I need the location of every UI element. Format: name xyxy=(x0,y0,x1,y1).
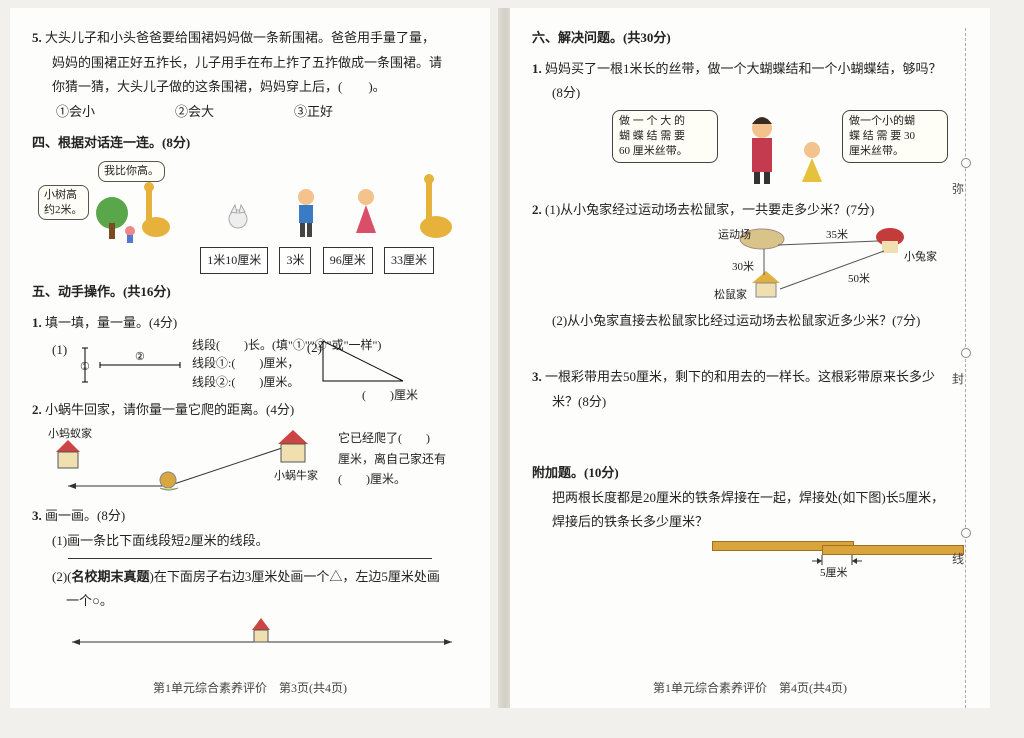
binding-c2: 封 xyxy=(952,368,964,391)
lbl-squirrel: 松鼠家 xyxy=(714,285,747,306)
binding-dot-icon xyxy=(961,348,971,358)
d35: 35米 xyxy=(826,225,848,246)
s5-q2: 2. 小蜗牛回家，请你量一量它爬的距离。(4分) 小蚂蚁家 小蜗牛家 xyxy=(32,398,468,499)
footer-right: 第1单元综合素养评价 第4页(共4页) xyxy=(510,677,990,700)
s6q3-num: 3. xyxy=(532,369,542,384)
q5-c1: ①会小 xyxy=(56,100,95,125)
binding-edge: 弥 封 线 xyxy=(965,28,982,708)
page-right: 六、解决问题。(共30分) 1. 妈妈买了一根1米长的丝带，做一个大蝴蝶结和一个… xyxy=(510,8,990,708)
svg-text:②: ② xyxy=(135,351,145,363)
snail-home-label: 小蜗牛家 xyxy=(274,466,318,487)
q5-num: 5. xyxy=(32,30,42,45)
lbl-rabbit: 小兔家 xyxy=(904,247,937,268)
binding-dot-icon xyxy=(961,528,971,538)
s6q3-t: 一根彩带用去50厘米，剩下的和用去的一样长。这根彩带原来长多少 xyxy=(545,369,935,384)
q5-l1: 大头儿子和小头爸爸要给围裙妈妈做一条新围裙。爸爸用手量了量， xyxy=(45,30,435,45)
s6-q2: 2. (1)从小兔家经过运动场去松鼠家，一共要走多少米？(7分) 运动场 小兔家… xyxy=(532,198,968,333)
binding-c1: 弥 xyxy=(952,178,964,201)
s4-boxes: 1米10厘米 3米 96厘米 33厘米 xyxy=(32,247,468,274)
s6q3-t2: 米？(8分) xyxy=(532,390,968,415)
q5-l3: 你猜一猜，大头儿子做的这条围裙，妈妈穿上后，( )。 xyxy=(32,75,468,100)
s6q2-p1: (1)从小兔家经过运动场去松鼠家，一共要走多少米？(7分) xyxy=(545,202,874,217)
s6q2-p2: (2)从小兔家直接去松鼠家比经过运动场去松鼠家近多少米？(7分) xyxy=(532,309,968,334)
q5: 5. 大头儿子和小头爸爸要给围裙妈妈做一条新围裙。爸爸用手量了量， 妈妈的围裙正… xyxy=(32,26,468,125)
s5q1-p1: (1) xyxy=(52,338,67,363)
binding-c3: 线 xyxy=(952,548,964,571)
line-segment xyxy=(68,558,432,559)
s5q3-p1: (1)画一条比下面线段短2厘米的线段。 xyxy=(32,529,468,554)
bonus-l1: 把两根长度都是20厘米的铁条焊接在一起，焊接处(如下图)长5厘米， xyxy=(532,486,968,511)
s4-illustration: 我比你高。 小树高 约2米。 xyxy=(38,161,468,245)
s5q2-r2: 厘米，离自己家还有 xyxy=(338,449,446,469)
s5q2-r3: ( )厘米。 xyxy=(338,469,446,489)
footer-left: 第1单元综合素养评价 第3页(共4页) xyxy=(10,677,490,700)
s5q2-t: 小蜗牛回家，请你量一量它爬的距离。(4分) xyxy=(45,402,294,417)
s5q3-p2a: (2)( xyxy=(52,569,72,584)
q5-c3: ③正好 xyxy=(294,100,333,125)
binding-dot-icon xyxy=(961,158,971,168)
q5-c2: ②会大 xyxy=(175,100,214,125)
s5q3-p2c: )在下面房子右边3厘米处画一个△，左边5厘米处画 xyxy=(150,569,440,584)
lbl-field: 运动场 xyxy=(718,225,751,246)
s6-title: 六、解决问题。(共30分) xyxy=(532,26,968,51)
s6q1-t: 妈妈买了一根1米长的丝带，做一个大蝴蝶结和一个小蝴蝶结，够吗？ xyxy=(545,61,942,76)
s6q1-pts: (8分) xyxy=(532,81,968,106)
s5q3-p2b: 名校期末真题 xyxy=(72,569,150,584)
s5-q3: 3. 画一画。(8分) (1)画一条比下面线段短2厘米的线段。 (2)(名校期末… xyxy=(32,504,468,648)
s5q1-num: 1. xyxy=(32,315,42,330)
s5-q1: 1. 填一填，量一量。(4分) (1) ① ② 线段( )长。(填"①""②"或… xyxy=(32,311,468,392)
q5-l2: 妈妈的围裙正好五拃长，儿子用手在布上拃了五拃做成一条围裙。请 xyxy=(32,51,468,76)
bonus-l2: 焊接后的铁条长多少厘米？ xyxy=(532,510,968,535)
s5q2-r1: 它已经爬了( ) xyxy=(338,428,446,448)
s6q2-num: 2. xyxy=(532,202,542,217)
d30: 30米 xyxy=(732,257,754,278)
s5q1-t: 填一填，量一量。(4分) xyxy=(45,315,177,330)
s5q2-num: 2. xyxy=(32,402,42,417)
box-2: 3米 xyxy=(279,247,311,274)
box-3: 96厘米 xyxy=(323,247,373,274)
lbl-5cm: 5厘米 xyxy=(820,563,848,584)
s6-q1: 1. 妈妈买了一根1米长的丝带，做一个大蝴蝶结和一个小蝴蝶结，够吗？ (8分) … xyxy=(532,57,968,190)
s4-title: 四、根据对话连一连。(8分) xyxy=(32,131,468,156)
triangle-icon xyxy=(318,336,408,386)
bonus: 附加题。(10分) 把两根长度都是20厘米的铁条焊接在一起，焊接处(如下图)长5… xyxy=(532,461,968,575)
s6-q3: 3. 一根彩带用去50厘米，剩下的和用去的一样长。这根彩带原来长多少 米？(8分… xyxy=(532,365,968,414)
tri-label: ( )厘米 xyxy=(362,384,418,407)
page-left: 5. 大头儿子和小头爸爸要给围裙妈妈做一条新围裙。爸爸用手量了量， 妈妈的围裙正… xyxy=(10,8,490,708)
s5q3-t: 画一画。(8分) xyxy=(45,508,125,523)
box-1: 1米10厘米 xyxy=(200,247,268,274)
d50: 50米 xyxy=(848,269,870,290)
s6q1-num: 1. xyxy=(532,61,542,76)
s5-title: 五、动手操作。(共16分) xyxy=(32,280,468,305)
s5q3-num: 3. xyxy=(32,508,42,523)
svg-text:①: ① xyxy=(80,361,90,373)
bonus-title: 附加题。(10分) xyxy=(532,461,968,486)
box-4: 33厘米 xyxy=(384,247,434,274)
s5q3-p2d: 一个○。 xyxy=(32,589,468,614)
